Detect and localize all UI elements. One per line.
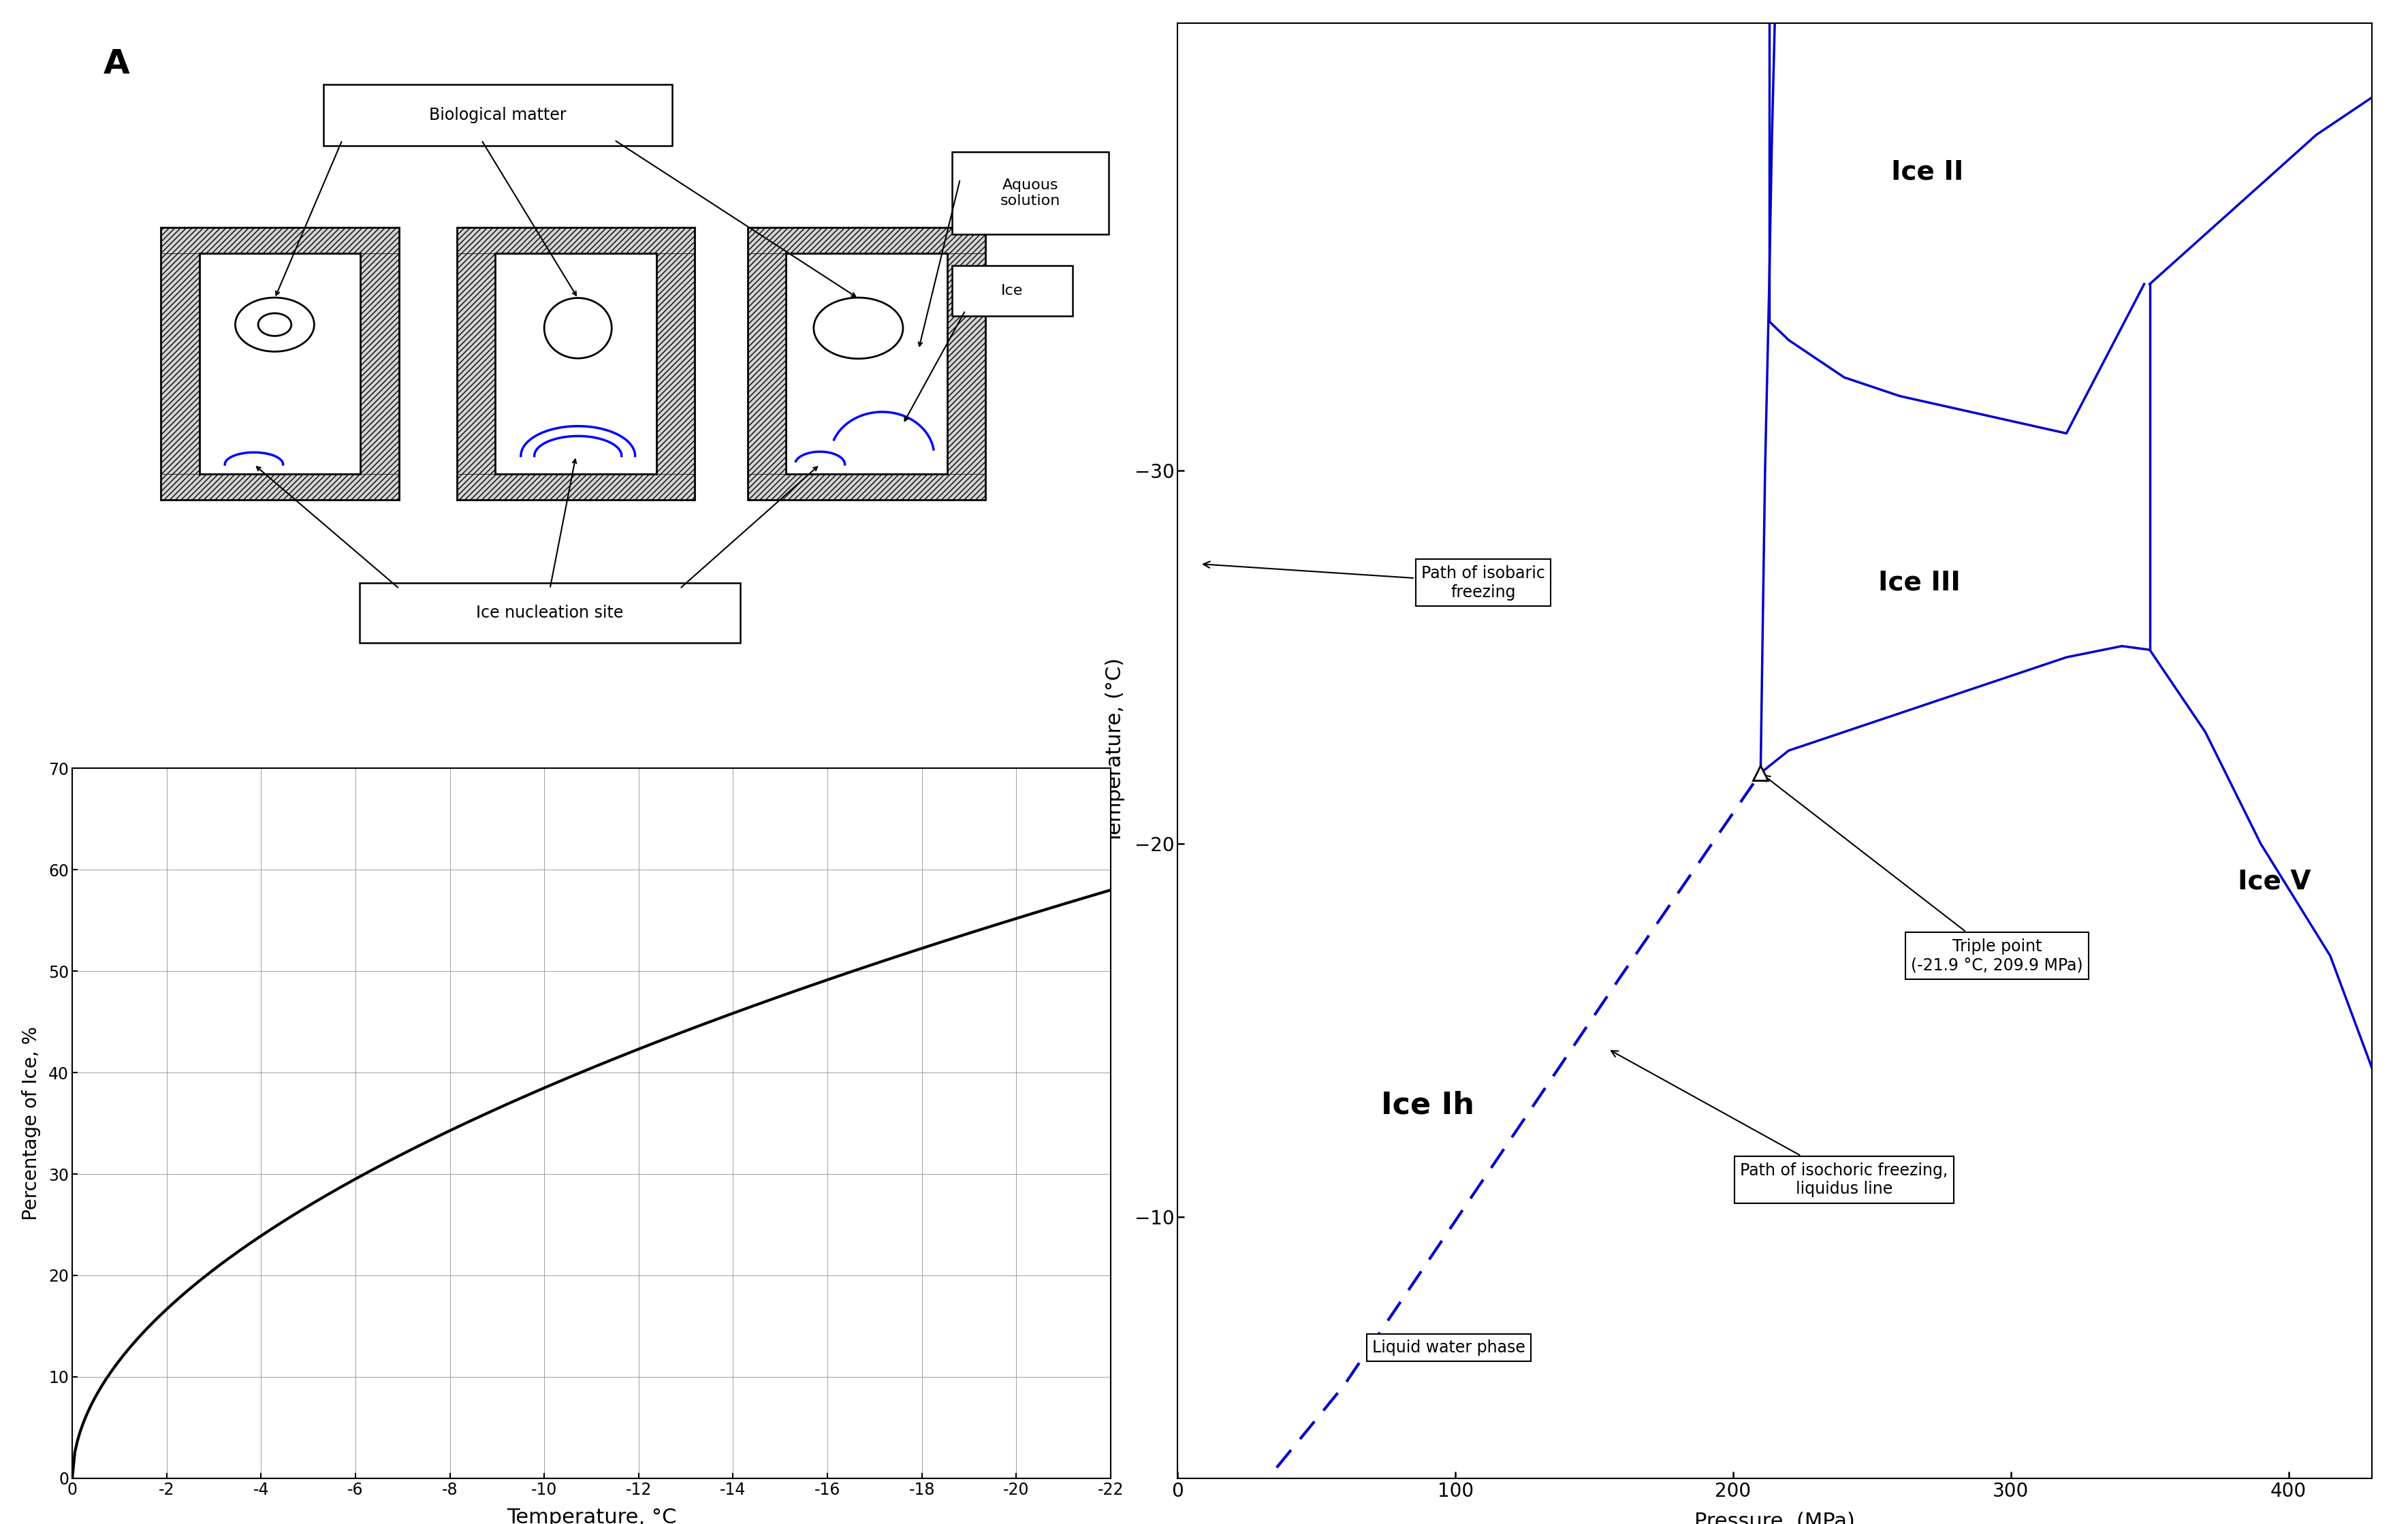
Bar	[200, 253, 361, 474]
Bar	[946, 253, 985, 474]
Text: Ice II: Ice II	[1890, 158, 1965, 184]
Text: Ice: Ice	[1002, 283, 1023, 297]
Bar	[496, 253, 657, 474]
Text: Ice Ih: Ice Ih	[1380, 1091, 1474, 1120]
Text: Path of isochoric freezing,
liquidus line: Path of isochoric freezing, liquidus lin…	[1611, 1052, 1948, 1198]
Bar	[161, 474, 400, 500]
Bar	[161, 227, 400, 253]
Y-axis label: Temperature, (°C): Temperature, (°C)	[1105, 657, 1125, 844]
Bar	[749, 253, 785, 474]
Bar	[785, 253, 946, 474]
X-axis label: Pressure, (MPa): Pressure, (MPa)	[1695, 1512, 1854, 1524]
Text: Ice III: Ice III	[1878, 570, 1960, 596]
Bar	[458, 227, 696, 500]
FancyBboxPatch shape	[359, 584, 739, 643]
Bar	[496, 253, 657, 474]
Bar	[161, 227, 400, 500]
Ellipse shape	[544, 299, 612, 358]
Text: Triple point
(-21.9 °C, 209.9 MPa): Triple point (-21.9 °C, 209.9 MPa)	[1763, 776, 2083, 974]
Bar	[458, 227, 696, 253]
X-axis label: Temperature, °C: Temperature, °C	[506, 1507, 677, 1524]
Bar	[785, 253, 946, 474]
Text: Aquous
solution: Aquous solution	[999, 178, 1060, 207]
Text: Ice V: Ice V	[2237, 869, 2312, 895]
Bar	[749, 227, 985, 500]
Bar	[200, 253, 361, 474]
Bar	[749, 474, 985, 500]
Bar	[749, 227, 985, 253]
Bar	[657, 253, 696, 474]
Y-axis label: Percentage of Ice, %: Percentage of Ice, %	[22, 1026, 41, 1221]
FancyBboxPatch shape	[951, 265, 1072, 315]
Bar	[161, 253, 200, 474]
Bar	[458, 474, 696, 500]
Circle shape	[258, 314, 291, 335]
Text: Liquid water phase: Liquid water phase	[1373, 1340, 1524, 1356]
FancyBboxPatch shape	[323, 85, 672, 146]
Circle shape	[236, 297, 313, 352]
Text: Path of isobaric
freezing: Path of isobaric freezing	[1204, 561, 1546, 600]
FancyBboxPatch shape	[951, 152, 1108, 235]
Text: Ice nucleation site: Ice nucleation site	[477, 605, 624, 620]
Text: Biological matter: Biological matter	[429, 107, 566, 123]
Text: A: A	[104, 47, 130, 81]
Bar	[458, 253, 496, 474]
Circle shape	[814, 297, 903, 358]
Bar	[361, 253, 400, 474]
